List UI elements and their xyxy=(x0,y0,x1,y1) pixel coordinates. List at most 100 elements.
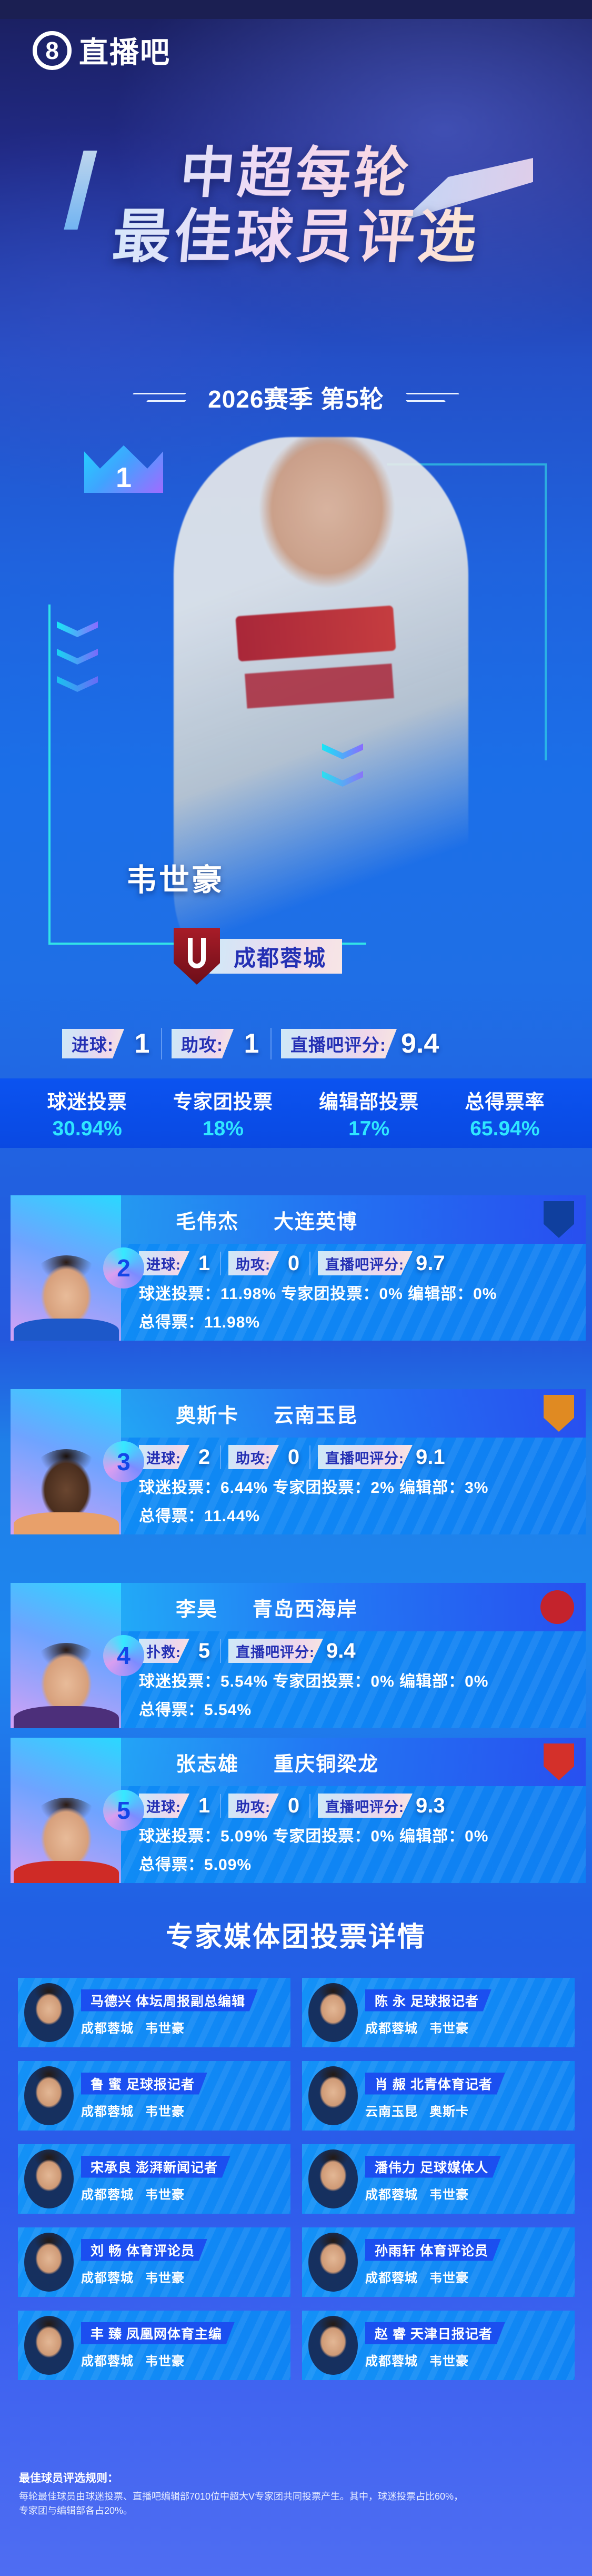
vote-label: 球迷投票 xyxy=(47,1091,127,1113)
expert-name-title: 刘 畅 体育评论员 xyxy=(91,2243,195,2258)
hero-stat-assists: 助攻: 1 xyxy=(172,1028,272,1059)
expert-card[interactable]: 潘伟力 足球媒体人 成都蓉城 韦世豪 xyxy=(302,2144,575,2214)
stat-label: 直播吧评分: xyxy=(318,1794,413,1818)
expert-pick: 成都蓉城 韦世豪 xyxy=(365,2184,501,2203)
expert-card[interactable]: 孙雨轩 体育评论员 成都蓉城 韦世豪 xyxy=(302,2227,575,2297)
expert-card[interactable]: 刘 畅 体育评论员 成都蓉城 韦世豪 xyxy=(18,2227,290,2297)
rank-body: 进球: 2 助攻: 0 直播吧评分: 9.1 球迷投票：6.44% 专家团投票：… xyxy=(121,1438,586,1534)
stat-value: 2 xyxy=(186,1445,221,1469)
rank-team-name: 青岛西海岸 xyxy=(253,1598,358,1621)
vote-label: 专家团投票 xyxy=(173,1091,273,1113)
expert-pick-team: 成都蓉城 xyxy=(365,2354,418,2369)
rank-player-name: 张志雄 xyxy=(176,1753,239,1776)
rank-number: 2 xyxy=(117,1254,131,1282)
stat-label: 助攻: xyxy=(172,1029,234,1058)
rank-card-2[interactable]: 2 毛伟杰 大连英博 进球: 1 助攻: 0 直播吧评分: 9.7 xyxy=(0,1195,592,1341)
stat-label: 直播吧评分: xyxy=(318,1445,413,1469)
stat-value: 5 xyxy=(186,1639,221,1663)
expert-pick: 成都蓉城 韦世豪 xyxy=(365,2018,491,2036)
rank-player-name: 毛伟杰 xyxy=(176,1211,239,1233)
title-line-1: 中超每轮 xyxy=(0,141,592,206)
expert-pick: 成都蓉城 韦世豪 xyxy=(81,2184,230,2203)
rank-stat-assists: 助攻: 0 xyxy=(228,1251,310,1275)
rank-number: 3 xyxy=(117,1448,131,1475)
team-badge-icon xyxy=(174,928,220,985)
vote-expert: 专家团投票 18% xyxy=(173,1086,273,1141)
expert-name-plate: 马德兴 体坛周报副总编辑 xyxy=(81,1989,258,2012)
rank-stats-row: 扑救: 5 直播吧评分: 9.4 xyxy=(139,1639,586,1663)
rank-card-5[interactable]: 5 张志雄 重庆铜梁龙 进球: 1 助攻: 0 直播吧评分: 9.3 xyxy=(0,1738,592,1883)
rank-badge: 4 xyxy=(103,1635,144,1676)
rank-stat-assists: 助攻: 0 xyxy=(228,1445,310,1469)
stat-value: 1 xyxy=(186,1794,221,1818)
expert-pick-team: 成都蓉城 xyxy=(365,2021,418,2036)
expert-card[interactable]: 丰 臻 凤凰网体育主编 成都蓉城 韦世豪 xyxy=(18,2311,290,2380)
expert-card[interactable]: 马德兴 体坛周报副总编辑 成都蓉城 韦世豪 xyxy=(18,1978,290,2047)
rank-vote-line: 球迷投票：5.54% 专家团投票：0% 编辑部：0% xyxy=(139,1673,489,1690)
stat-label: 进球: xyxy=(139,1794,189,1818)
rank-number: 4 xyxy=(117,1642,131,1669)
rank-team-name: 重庆铜梁龙 xyxy=(274,1753,379,1776)
expert-card[interactable]: 鲁 蜜 足球报记者 成都蓉城 韦世豪 xyxy=(18,2061,290,2131)
rank-header: 毛伟杰 大连英博 xyxy=(121,1195,586,1244)
expert-card[interactable]: 赵 睿 天津日报记者 成都蓉城 韦世豪 xyxy=(302,2311,575,2380)
rank-badge: 5 xyxy=(103,1790,144,1831)
rank-badge: 2 xyxy=(103,1247,144,1289)
avatar xyxy=(24,2149,74,2208)
expert-card[interactable]: 肖 赧 北青体育记者 云南玉昆 奥斯卡 xyxy=(302,2061,575,2131)
rank-stats-row: 进球: 2 助攻: 0 直播吧评分: 9.1 xyxy=(139,1445,586,1469)
rank-vote-line: 球迷投票：11.98% 专家团投票：0% 编辑部：0% xyxy=(139,1285,497,1303)
footer-rules: 最佳球员评选规则： 每轮最佳球员由球迷投票、直播吧编辑部7010位中超大V专家团… xyxy=(19,2470,571,2518)
expert-pick: 成都蓉城 韦世豪 xyxy=(81,2351,235,2369)
expert-name-title: 马德兴 体坛周报副总编辑 xyxy=(91,1994,245,2009)
expert-name-plate: 赵 睿 天津日报记者 xyxy=(365,2322,505,2344)
footer-line-1: 每轮最佳球员由球迷投票、直播吧编辑部7010位中超大V专家团共同投票产生。其中，… xyxy=(19,2491,464,2502)
expert-pick: 成都蓉城 韦世豪 xyxy=(81,2018,258,2036)
expert-pick-team: 成都蓉城 xyxy=(81,2187,134,2202)
stat-label: 进球: xyxy=(62,1029,124,1058)
expert-pick: 成都蓉城 韦世豪 xyxy=(81,2101,207,2119)
rank-header: 奥斯卡 云南玉昆 xyxy=(121,1389,586,1438)
round-right-decoration xyxy=(396,391,459,404)
hero-player-photo xyxy=(174,437,468,990)
stat-value: 9.4 xyxy=(326,1639,356,1662)
rank-stat-rating: 直播吧评分: 9.1 xyxy=(318,1445,449,1469)
expert-name-title: 丰 臻 凤凰网体育主编 xyxy=(91,2326,222,2342)
expert-card[interactable]: 宋承良 澎湃新闻记者 成都蓉城 韦世豪 xyxy=(18,2144,290,2214)
stat-value: 9.3 xyxy=(416,1794,445,1817)
top-status-bar xyxy=(0,0,592,19)
hero-player-name: 韦世豪 xyxy=(126,863,225,897)
stat-label: 直播吧评分: xyxy=(228,1639,323,1663)
rank-card-4[interactable]: 4 李昊 青岛西海岸 扑救: 5 直播吧评分: 9.4 球迷投票：5.54% 专… xyxy=(0,1583,592,1728)
expert-pick-team: 成都蓉城 xyxy=(81,2021,134,2036)
rank-total-line: 总得票：11.44% xyxy=(139,1508,260,1525)
expert-name-title: 赵 睿 天津日报记者 xyxy=(375,2326,493,2342)
rank-stat-rating: 直播吧评分: 9.4 xyxy=(228,1639,360,1663)
vote-label: 编辑部投票 xyxy=(319,1091,419,1113)
rank-card-3[interactable]: 3 奥斯卡 云南玉昆 进球: 2 助攻: 0 直播吧评分: 9.1 xyxy=(0,1389,592,1534)
expert-name-title: 宋承良 澎湃新闻记者 xyxy=(91,2160,218,2175)
rank-player-name: 奥斯卡 xyxy=(176,1404,239,1427)
stat-label: 扑救: xyxy=(139,1639,189,1663)
hero-stat-rating: 直播吧评分: 9.4 xyxy=(281,1028,444,1059)
team-logo-icon xyxy=(544,1743,574,1780)
rank-stat-goals: 进球: 1 xyxy=(139,1794,221,1818)
expert-pick: 成都蓉城 韦世豪 xyxy=(365,2351,505,2369)
vote-editorial: 编辑部投票 17% xyxy=(319,1086,419,1141)
rank-team-name: 云南玉昆 xyxy=(274,1404,358,1427)
rank-stats-row: 进球: 1 助攻: 0 直播吧评分: 9.7 xyxy=(139,1251,586,1275)
expert-pick-player: 奥斯卡 xyxy=(429,2104,469,2119)
rank-player-name: 李昊 xyxy=(176,1598,218,1621)
hero-team-name: 成都蓉城 xyxy=(234,945,327,970)
expert-card[interactable]: 陈 永 足球报记者 成都蓉城 韦世豪 xyxy=(302,1978,575,2047)
expert-name-title: 肖 赧 北青体育记者 xyxy=(375,2077,493,2092)
expert-pick-team: 成都蓉城 xyxy=(81,2104,134,2119)
rank-header: 李昊 青岛西海岸 xyxy=(121,1583,586,1631)
avatar xyxy=(308,2149,358,2208)
expert-name-plate: 鲁 蜜 足球报记者 xyxy=(81,2073,207,2095)
rank-stat-rating: 直播吧评分: 9.7 xyxy=(318,1251,449,1275)
rank-stat-goals: 进球: 2 xyxy=(139,1445,221,1469)
brand-logo[interactable]: 8 直播吧 xyxy=(33,29,170,72)
expert-name-title: 陈 永 足球报记者 xyxy=(375,1994,479,2009)
rank-player-photo xyxy=(11,1738,121,1883)
